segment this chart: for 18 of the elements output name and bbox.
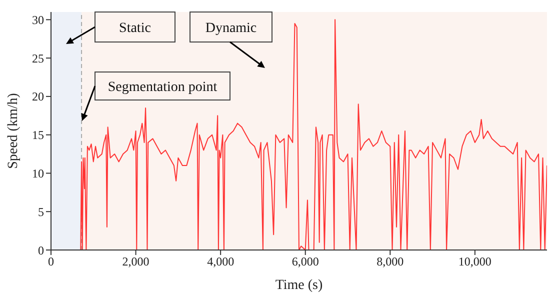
- y-tick-label: 20: [32, 90, 44, 104]
- x-axis-title: Time (s): [275, 278, 323, 293]
- y-tick-label: 5: [38, 204, 44, 219]
- x-tick-label: 10,000: [458, 254, 492, 269]
- x-tick-label: 2,000: [122, 254, 150, 269]
- x-tick-label: 6,000: [292, 254, 319, 269]
- y-tick-label: 0: [38, 243, 44, 258]
- y-tick-label: 30: [32, 12, 44, 27]
- x-tick-label: 0: [48, 254, 54, 269]
- y-axis-title: Speed (km/h): [6, 92, 21, 169]
- y-tick-label: 25: [32, 51, 44, 66]
- y-tick-label: 15: [32, 128, 44, 142]
- band-label: Static: [119, 21, 151, 36]
- y-tick-label: 10: [32, 166, 44, 180]
- ref-line-label: Segmentation point: [108, 80, 218, 95]
- x-tick-label: 8,000: [376, 254, 404, 269]
- x-tick-label: 4,000: [207, 254, 234, 269]
- band-label: Dynamic: [205, 21, 257, 36]
